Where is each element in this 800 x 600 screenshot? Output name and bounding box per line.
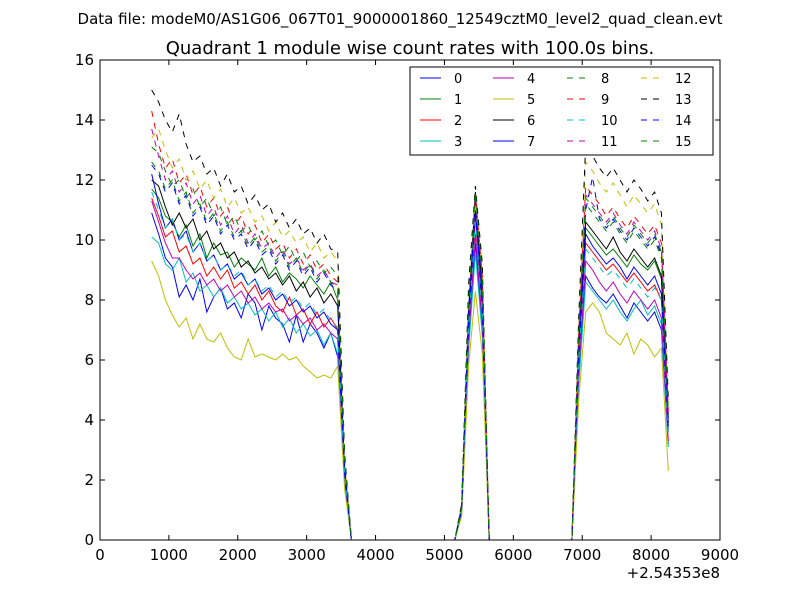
x-tick-label: 2000 <box>219 546 257 564</box>
series-line-5 <box>151 260 669 540</box>
chart-title: Quadrant 1 module wise count rates with … <box>166 38 655 59</box>
series-line-12 <box>151 127 669 540</box>
x-tick-label: 7000 <box>563 546 601 564</box>
legend-label-7: 7 <box>527 135 535 150</box>
y-tick-label: 14 <box>75 111 94 129</box>
series-line-4 <box>151 200 669 540</box>
y-tick-label: 0 <box>84 531 94 549</box>
series-line-9 <box>151 110 669 540</box>
legend-label-6: 6 <box>527 114 535 129</box>
x-tick-label: 5000 <box>425 546 463 564</box>
figure-suptitle: Data file: modeM0/AS1G06_067T01_90000018… <box>78 10 723 29</box>
y-tick-label: 12 <box>75 171 94 189</box>
x-tick-label: 6000 <box>494 546 532 564</box>
x-tick-label: 8000 <box>632 546 670 564</box>
legend-label-4: 4 <box>527 72 535 87</box>
legend-box <box>409 66 714 156</box>
legend-label-13: 13 <box>675 93 692 108</box>
x-tick-label: 9000 <box>701 546 739 564</box>
ticks-layer: 0 1000 2000 3000 4000 5000 6000 7000 8000 9000 0 2 4… <box>75 51 739 564</box>
y-tick-label: 16 <box>75 51 94 69</box>
x-offset-label: +2.54353e8 <box>627 564 720 582</box>
x-tick-label: 4000 <box>356 546 394 564</box>
legend-label-5: 5 <box>527 93 535 108</box>
series-line-7 <box>151 173 669 540</box>
legend-label-1: 1 <box>454 93 462 108</box>
y-tick-label: 2 <box>84 471 94 489</box>
legend-label-3: 3 <box>454 135 462 150</box>
plot-frame <box>99 59 721 541</box>
x-tick-label: 3000 <box>288 546 326 564</box>
legend-label-12: 12 <box>675 72 692 87</box>
series-line-6 <box>151 179 669 540</box>
legend-label-8: 8 <box>601 72 609 87</box>
series-line-15 <box>151 146 669 540</box>
y-tick-label: 6 <box>84 351 94 369</box>
legend-label-11: 11 <box>601 135 618 150</box>
y-tick-label: 4 <box>84 411 94 429</box>
series-line-3 <box>151 236 669 540</box>
legend-label-9: 9 <box>601 93 609 108</box>
legend-label-14: 14 <box>675 114 692 129</box>
x-tick-label: 0 <box>95 546 105 564</box>
series-layer <box>151 89 669 540</box>
x-tick-label: 1000 <box>150 546 188 564</box>
legend-label-0: 0 <box>454 72 462 87</box>
series-line-14 <box>151 164 669 540</box>
series-line-0 <box>151 212 669 540</box>
y-tick-label: 8 <box>84 291 94 309</box>
legend-label-15: 15 <box>675 135 692 150</box>
y-tick-label: 10 <box>75 231 94 249</box>
series-line-10 <box>151 191 669 540</box>
legend-label-2: 2 <box>454 114 462 129</box>
legend-label-10: 10 <box>601 114 618 129</box>
